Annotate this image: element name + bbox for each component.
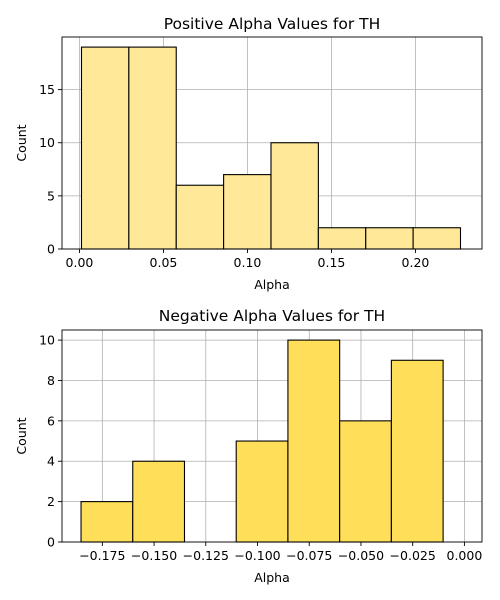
histogram-bar xyxy=(80,46,130,250)
histogram-bar xyxy=(128,46,177,250)
bars xyxy=(80,46,462,250)
y-tick-label: 5 xyxy=(47,188,55,203)
x-axis-label: Alpha xyxy=(254,277,290,292)
y-axis-label: Count xyxy=(14,124,29,161)
histogram-bar xyxy=(365,227,414,250)
axes: 0.00 0.05 0.10 0.15 0.20 0 5 10 15 xyxy=(39,36,483,270)
x-tick-label: 0.15 xyxy=(318,255,346,270)
histogram-bar xyxy=(132,460,186,543)
histogram-bar xyxy=(317,227,367,250)
x-tick-label: 0.05 xyxy=(150,255,178,270)
y-tick-label: 15 xyxy=(39,82,55,97)
x-tick-label: −0.125 xyxy=(183,548,229,563)
y-tick-label: 10 xyxy=(39,333,55,348)
y-tick-label: 10 xyxy=(39,135,55,150)
y-axis-label: Count xyxy=(14,417,29,454)
x-tick-label: −0.175 xyxy=(79,548,125,563)
y-tick-label: 8 xyxy=(47,373,55,388)
y-tick-label: 2 xyxy=(47,494,55,509)
negative-alpha-chart: Negative Alpha Values for TH Alpha Count… xyxy=(14,307,483,585)
plot-frame xyxy=(61,329,483,543)
positive-alpha-chart: Positive Alpha Values for TH Alpha Count… xyxy=(14,15,483,292)
histogram-bar xyxy=(412,227,462,250)
y-tick-label: 4 xyxy=(47,454,55,469)
histogram-bar xyxy=(175,184,225,250)
x-tick-label: 0.000 xyxy=(447,548,483,563)
histogram-bar xyxy=(390,359,444,543)
y-tick-label: 0 xyxy=(47,535,55,550)
histogram-bar xyxy=(80,501,134,543)
x-tick-label: 0.00 xyxy=(66,255,94,270)
axes: −0.175 −0.150 −0.125 −0.100 −0.075 −0.050 −0.0… xyxy=(39,329,483,563)
x-tick-label: 0.20 xyxy=(402,255,430,270)
x-axis-label: Alpha xyxy=(254,570,290,585)
x-tick-label: −0.050 xyxy=(338,548,384,563)
histogram-bar xyxy=(339,420,392,543)
x-tick-label: −0.100 xyxy=(234,548,280,563)
histogram-bar xyxy=(223,174,272,250)
histogram-bar xyxy=(235,440,289,543)
bars xyxy=(80,339,444,543)
x-tick-label: −0.075 xyxy=(286,548,332,563)
x-tick-label: −0.025 xyxy=(390,548,436,563)
y-tick-label: 0 xyxy=(47,242,55,257)
histogram-bar xyxy=(270,142,319,250)
x-tick-label: −0.150 xyxy=(131,548,177,563)
y-tick-label: 6 xyxy=(47,413,55,428)
histogram-bar xyxy=(287,339,341,543)
chart-title: Negative Alpha Values for TH xyxy=(159,307,385,325)
chart-title: Positive Alpha Values for TH xyxy=(164,15,381,33)
x-tick-label: 0.10 xyxy=(234,255,262,270)
